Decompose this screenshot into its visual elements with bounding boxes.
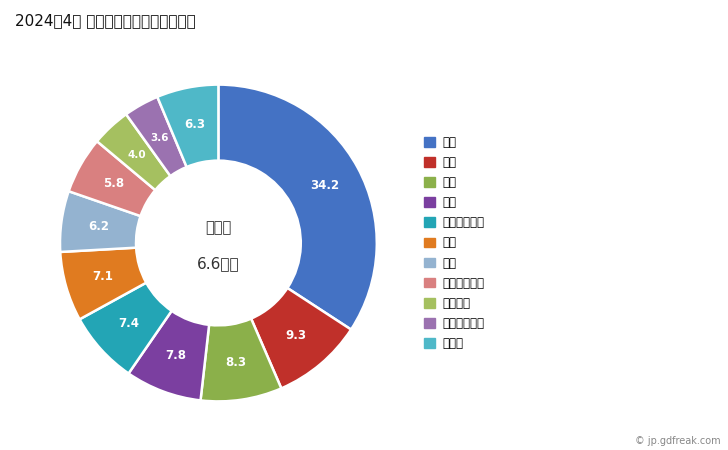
Wedge shape <box>60 248 146 320</box>
Wedge shape <box>200 319 281 401</box>
Wedge shape <box>251 288 351 388</box>
Text: 34.2: 34.2 <box>309 179 339 192</box>
Wedge shape <box>129 311 209 400</box>
Text: 8.3: 8.3 <box>226 356 247 369</box>
Text: 4.0: 4.0 <box>127 150 146 160</box>
Wedge shape <box>60 191 141 252</box>
Wedge shape <box>68 141 155 216</box>
Text: © jp.gdfreak.com: © jp.gdfreak.com <box>635 436 721 446</box>
Wedge shape <box>218 85 377 329</box>
Text: 6.3: 6.3 <box>184 118 205 131</box>
Text: 7.1: 7.1 <box>92 270 113 283</box>
Text: 7.4: 7.4 <box>119 317 140 330</box>
Text: 7.8: 7.8 <box>166 349 186 362</box>
Text: 5.8: 5.8 <box>103 177 124 190</box>
Text: 2024年4月 輸出相手国のシェア（％）: 2024年4月 輸出相手国のシェア（％） <box>15 14 195 28</box>
Wedge shape <box>126 97 186 176</box>
Wedge shape <box>97 114 170 190</box>
Text: 6.6億円: 6.6億円 <box>197 256 240 271</box>
Text: 3.6: 3.6 <box>151 133 169 143</box>
Text: 6.2: 6.2 <box>89 220 110 233</box>
Text: 総　額: 総 額 <box>205 220 232 234</box>
Wedge shape <box>79 283 172 374</box>
Text: 9.3: 9.3 <box>285 328 306 342</box>
Legend: 米国, 中国, 台湾, タイ, カザフスタン, 韓国, 香港, インドネシア, ベトナム, シンガポール, その他: 米国, 中国, 台湾, タイ, カザフスタン, 韓国, 香港, インドネシア, … <box>424 136 484 350</box>
Wedge shape <box>157 85 218 167</box>
